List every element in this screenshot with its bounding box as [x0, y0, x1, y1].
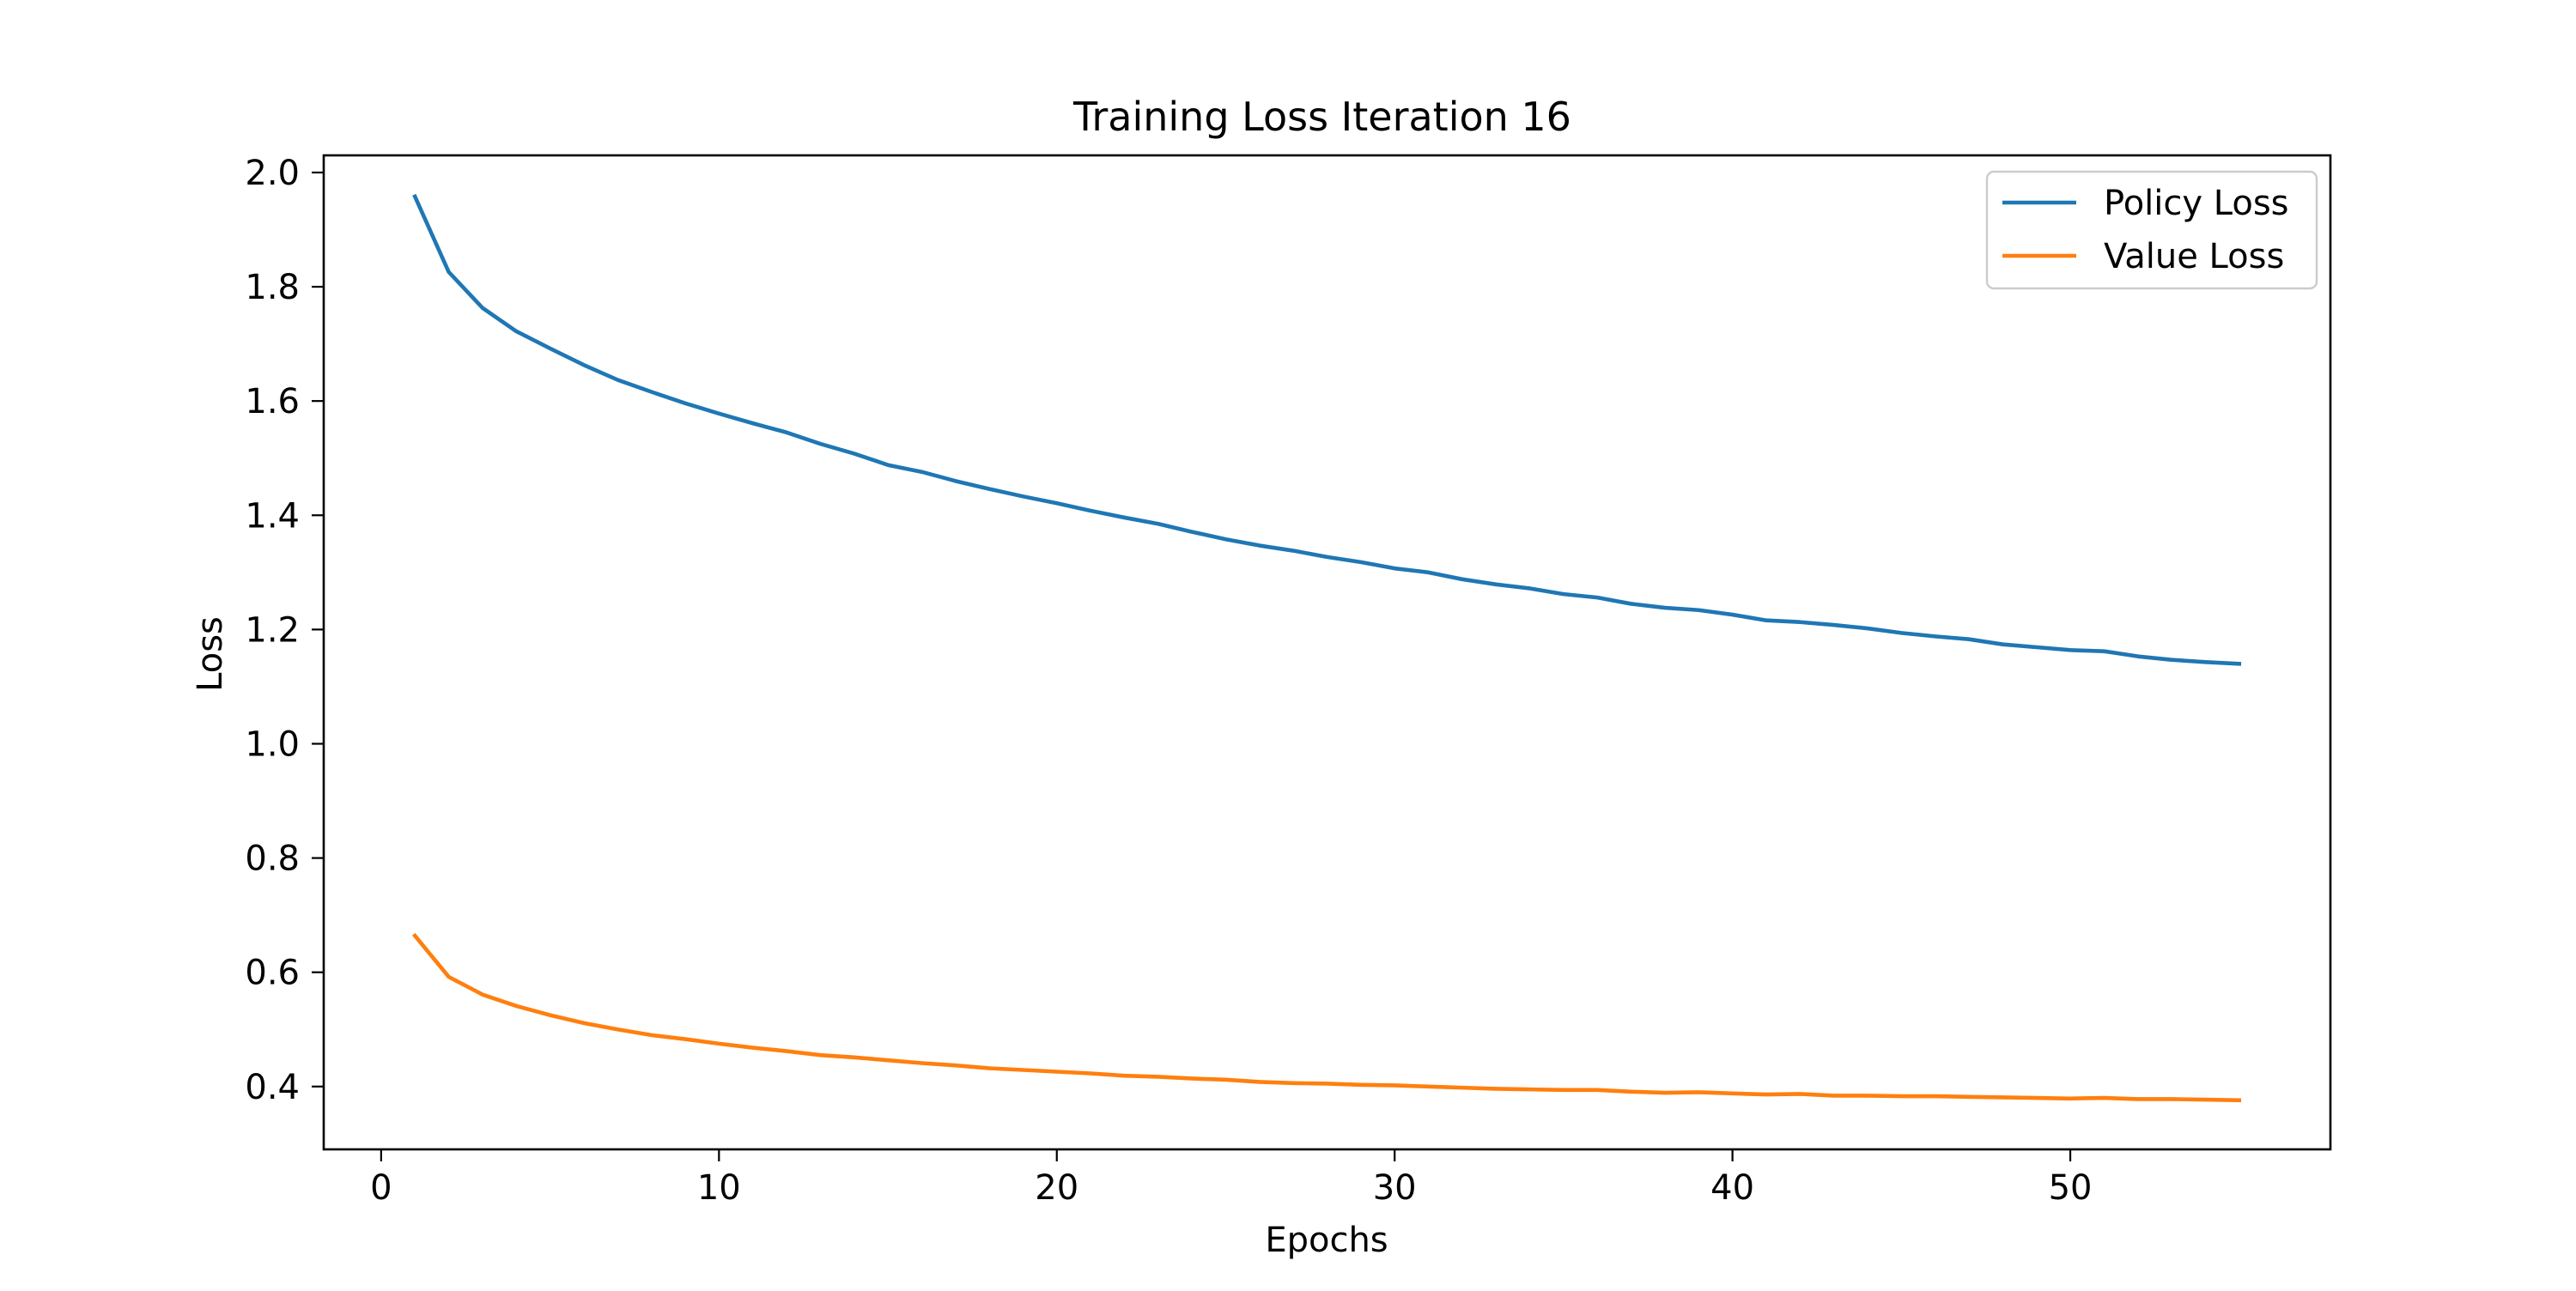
y-tick-label: 0.6 — [245, 954, 300, 993]
y-tick-label: 0.8 — [245, 839, 300, 879]
y-tick-label: 2.0 — [245, 154, 300, 193]
legend: Policy Loss Value Loss — [1985, 170, 2318, 290]
y-tick-label: 1.8 — [245, 268, 300, 307]
y-tick-label: 0.4 — [245, 1068, 300, 1107]
y-tick-label: 1.4 — [245, 496, 300, 536]
x-tick-label: 30 — [1373, 1168, 1417, 1208]
y-tick-label: 1.6 — [245, 382, 300, 421]
series-layer — [411, 193, 2242, 1103]
x-tick-label: 10 — [697, 1168, 741, 1208]
series-line-value-loss — [411, 932, 2242, 1103]
x-tick-label: 50 — [2049, 1168, 2093, 1208]
series-line-policy-loss — [412, 193, 2242, 666]
x-axis: 0 10 20 30 40 50 — [370, 1149, 2093, 1208]
x-axis-label: Epochs — [1265, 1221, 1388, 1260]
y-tick-label: 1.2 — [245, 610, 300, 650]
legend-label-policy-loss: Policy Loss — [2104, 184, 2289, 223]
y-tick-label: 1.0 — [245, 724, 300, 764]
x-tick-label: 40 — [1710, 1168, 1754, 1208]
legend-label-value-loss: Value Loss — [2104, 237, 2284, 276]
y-axis-label: Loss — [191, 616, 230, 692]
legend-items: Policy Loss Value Loss — [2002, 184, 2289, 276]
plot-area — [322, 154, 2332, 1151]
y-axis: 0.4 0.6 0.8 1.0 1.2 1.4 1.6 1.8 2.0 — [245, 154, 324, 1107]
plot-frame — [322, 154, 2332, 1151]
x-tick-label: 0 — [370, 1168, 392, 1208]
x-tick-label: 20 — [1035, 1168, 1078, 1208]
chart-title: Training Loss Iteration 16 — [1072, 94, 1571, 140]
